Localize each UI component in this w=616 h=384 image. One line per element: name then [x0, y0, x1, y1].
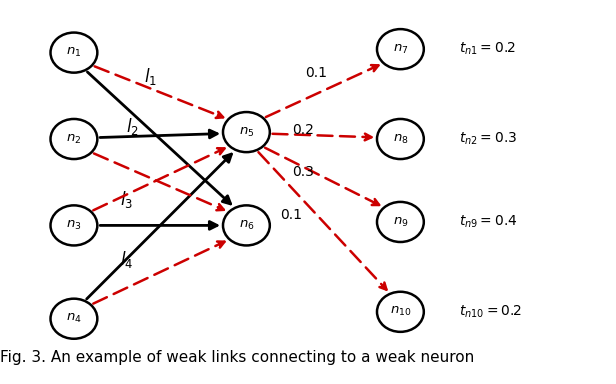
- Text: $n_8$: $n_8$: [392, 132, 408, 146]
- Text: 0.3: 0.3: [293, 165, 315, 179]
- Text: $n_1$: $n_1$: [67, 46, 81, 59]
- Text: 0.1: 0.1: [305, 66, 327, 80]
- Ellipse shape: [51, 119, 97, 159]
- Text: $n_6$: $n_6$: [238, 219, 254, 232]
- Text: $n_3$: $n_3$: [66, 219, 82, 232]
- Text: $n_{10}$: $n_{10}$: [390, 305, 411, 318]
- Ellipse shape: [51, 205, 97, 245]
- Text: $l_4$: $l_4$: [120, 250, 133, 270]
- Text: Fig. 3. An example of weak links connecting to a weak neuron: Fig. 3. An example of weak links connect…: [0, 350, 474, 365]
- Text: $n_2$: $n_2$: [67, 132, 81, 146]
- Text: $n_7$: $n_7$: [392, 43, 408, 56]
- Ellipse shape: [377, 119, 424, 159]
- Ellipse shape: [223, 112, 270, 152]
- Text: 0.1: 0.1: [280, 208, 302, 222]
- Ellipse shape: [377, 292, 424, 332]
- Text: $l_1$: $l_1$: [144, 66, 158, 87]
- Ellipse shape: [377, 29, 424, 69]
- Ellipse shape: [51, 33, 97, 73]
- Text: $n_5$: $n_5$: [239, 126, 254, 139]
- Ellipse shape: [51, 299, 97, 339]
- Text: $t_{n10} = 0.2$: $t_{n10} = 0.2$: [459, 304, 522, 320]
- Ellipse shape: [377, 202, 424, 242]
- Text: $n_9$: $n_9$: [392, 215, 408, 228]
- Text: $t_{n9} = 0.4$: $t_{n9} = 0.4$: [459, 214, 517, 230]
- Text: $t_{n2} = 0.3$: $t_{n2} = 0.3$: [459, 131, 517, 147]
- Text: $t_{n1} = 0.2$: $t_{n1} = 0.2$: [459, 41, 516, 57]
- Text: $n_4$: $n_4$: [66, 312, 82, 325]
- Text: $l_2$: $l_2$: [126, 116, 139, 137]
- Text: 0.2: 0.2: [293, 123, 315, 137]
- Text: $l_3$: $l_3$: [120, 189, 133, 210]
- Ellipse shape: [223, 205, 270, 245]
